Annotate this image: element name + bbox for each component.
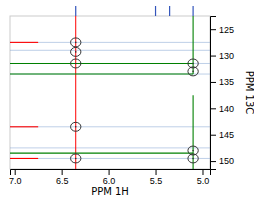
tick-mark bbox=[15, 169, 16, 175]
peak-center bbox=[75, 51, 77, 53]
cross-peak bbox=[71, 38, 81, 47]
tick-label: 125 bbox=[219, 25, 234, 35]
peak-center bbox=[75, 158, 77, 160]
vertical-line bbox=[75, 16, 76, 169]
tick-mark bbox=[210, 29, 216, 30]
projection-peak bbox=[75, 6, 76, 16]
horizontal-segment bbox=[10, 126, 38, 127]
series bbox=[188, 59, 198, 163]
tick-label: 5.5 bbox=[150, 176, 163, 186]
projection-peak bbox=[169, 6, 170, 16]
axis-line bbox=[11, 170, 211, 176]
plot-frame bbox=[10, 16, 210, 169]
vertical-segment bbox=[193, 16, 194, 74]
horizontal-line bbox=[10, 63, 210, 64]
cross-peak bbox=[188, 67, 198, 76]
peak-center bbox=[192, 63, 194, 65]
vertical-segment bbox=[193, 95, 194, 169]
cross-peak bbox=[188, 154, 198, 163]
peak-center bbox=[75, 63, 77, 65]
tick-mark bbox=[62, 169, 63, 175]
tick: 140 bbox=[210, 104, 234, 114]
tick: 5.0 bbox=[197, 169, 210, 186]
tick-label: 130 bbox=[219, 51, 234, 61]
peak-center bbox=[192, 71, 194, 73]
tick-label: 6.5 bbox=[56, 176, 69, 186]
tick-label: 150 bbox=[219, 156, 234, 166]
projection-peak bbox=[155, 6, 156, 16]
y-axis: 125 130 135 140 145 150 bbox=[210, 17, 234, 170]
tick-label: 140 bbox=[219, 104, 234, 114]
tick-label: 135 bbox=[219, 77, 234, 87]
peak-center bbox=[192, 158, 194, 160]
tick: 6.5 bbox=[56, 169, 69, 186]
x-axis: 7.0 6.5 6.0 5.5 5.0 bbox=[9, 169, 211, 186]
horizontal-segment bbox=[10, 153, 193, 154]
horizontal-line bbox=[10, 147, 210, 148]
tick: 130 bbox=[210, 51, 234, 61]
cross-peak bbox=[71, 59, 81, 68]
tick-mark bbox=[210, 56, 216, 57]
tick-mark bbox=[210, 135, 216, 136]
tick-mark bbox=[210, 108, 216, 109]
plot: 7.0 6.5 6.0 5.5 5.0 125 130 135 140 145 150 PPM 1H P… bbox=[9, 6, 254, 197]
tick-label: 6.0 bbox=[103, 176, 116, 186]
tick-label: 5.0 bbox=[197, 176, 210, 186]
axis-line bbox=[211, 17, 217, 170]
y-axis-title: PPM 13C bbox=[244, 71, 254, 115]
series bbox=[71, 38, 81, 163]
projection-peak bbox=[192, 6, 193, 16]
horizontal-segment bbox=[10, 73, 193, 74]
horizontal-line bbox=[10, 126, 210, 127]
cross-peak bbox=[71, 154, 81, 163]
horizontal-segment bbox=[10, 42, 38, 43]
tick-mark bbox=[109, 169, 110, 175]
horizontal-line bbox=[10, 42, 210, 43]
tick: 135 bbox=[210, 77, 234, 87]
x-axis-title: PPM 1H bbox=[91, 186, 129, 197]
tick-mark bbox=[156, 169, 157, 175]
tick-mark bbox=[202, 169, 203, 175]
peak-center bbox=[75, 126, 77, 128]
tick: 145 bbox=[210, 130, 234, 140]
peak-center bbox=[192, 150, 194, 152]
tick: 6.0 bbox=[103, 169, 116, 186]
horizontal-line bbox=[10, 74, 210, 75]
tick-mark bbox=[210, 161, 216, 162]
peak-center bbox=[75, 42, 77, 44]
tick: 5.5 bbox=[150, 169, 163, 186]
horizontal-line bbox=[10, 50, 210, 51]
horizontal-line bbox=[10, 158, 210, 159]
top-projection bbox=[76, 6, 193, 16]
cross-peak bbox=[71, 47, 81, 56]
tick: 150 bbox=[210, 156, 234, 166]
tick: 125 bbox=[210, 25, 234, 35]
tick: 7.0 bbox=[9, 169, 22, 186]
tick-label: 7.0 bbox=[9, 176, 22, 186]
data-area bbox=[10, 16, 210, 169]
cross-peak bbox=[71, 122, 81, 131]
horizontal-segment bbox=[10, 63, 193, 64]
tick-label: 145 bbox=[219, 130, 234, 140]
horizontal-segment bbox=[10, 158, 38, 159]
tick-mark bbox=[210, 82, 216, 83]
chart: 7.0 6.5 6.0 5.5 5.0 125 130 135 140 145 150 PPM 1H P… bbox=[0, 0, 254, 199]
